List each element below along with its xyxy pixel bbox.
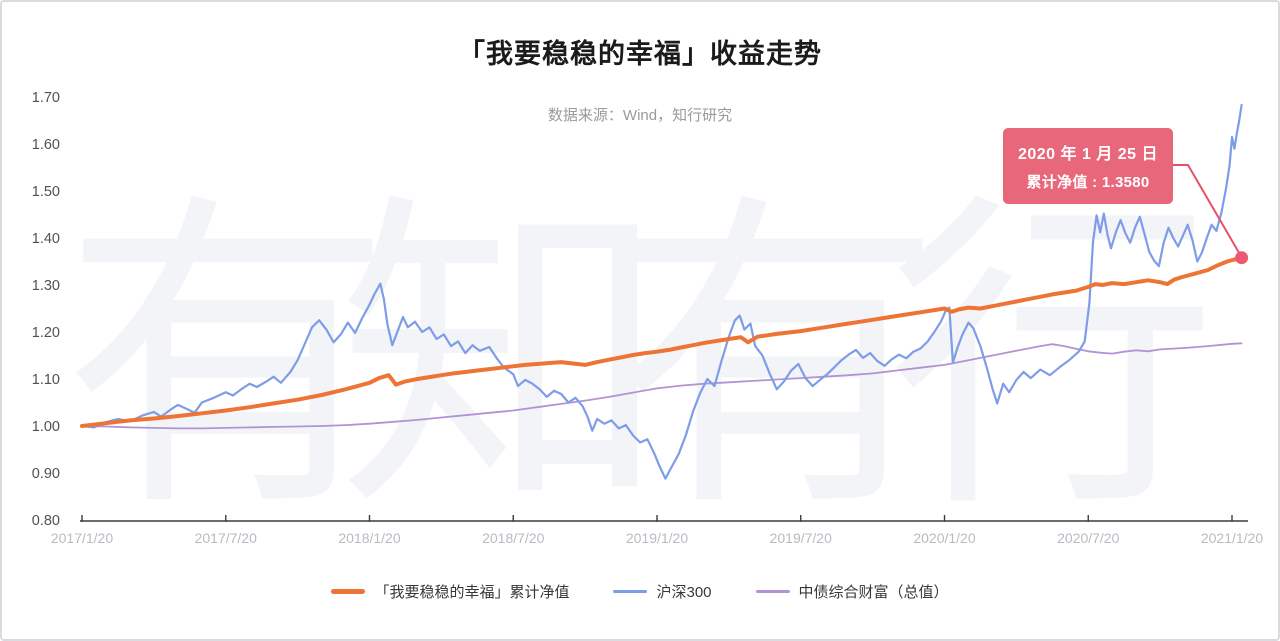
y-axis-label: 0.90 [32,466,60,482]
y-axis-label: 1.70 [32,90,60,106]
series-line-chinabond-wealth [81,342,1243,430]
data-source-note: 数据来源：Wind，知行研究 [547,107,733,124]
x-axis-label: 2018/1/20 [338,530,400,546]
x-axis-label: 2017/7/20 [195,530,257,546]
y-axis-label: 1.60 [32,137,60,153]
x-axis-label: 2021/1/20 [1201,530,1263,546]
legend-item-csi300: 沪深300 [613,581,712,602]
legend-item-wenwen-nav: 「我要稳稳的幸福」累计净值 [331,581,569,602]
x-axis-label: 2020/7/20 [1057,530,1119,546]
x-axis-label: 2020/1/20 [913,530,975,546]
legend-label: 中债综合财富（总值） [798,583,949,601]
x-axis-label: 2019/7/20 [770,530,832,546]
y-axis-label: 1.50 [32,184,60,200]
legend-swatch-csi300 [613,589,648,593]
callout-connector-line [1173,164,1241,255]
y-axis-label: 1.20 [32,325,60,341]
annotation-callout: 2020 年 1 月 25 日 累计净值 : 1.3580 [1003,128,1173,204]
legend-swatch-chinabond [755,589,790,593]
highlight-dot [1235,251,1249,265]
annotation-date: 2020 年 1 月 25 日 [1017,146,1159,163]
y-axis-label: 1.40 [32,231,60,247]
chart-title: 「我要稳稳的幸福」收益走势 [458,39,822,69]
legend-label: 沪深300 [656,583,712,601]
series-line-csi300 [80,103,1243,480]
y-axis-label: 0.80 [32,513,60,529]
y-axis-label: 1.10 [32,372,60,388]
y-axis-label: 1.30 [32,278,60,294]
legend-swatch-wenwen-nav [331,588,366,594]
x-axis-label: 2018/7/20 [482,530,544,546]
legend-label: 「我要稳稳的幸福」累计净值 [374,583,570,601]
series-line-wenwen-nav [80,255,1244,428]
x-axis-label: 2017/1/20 [51,530,113,546]
y-axis-label: 1.00 [32,419,60,435]
legend-item-chinabond: 中债综合财富（总值） [755,581,949,602]
legend: 「我要稳稳的幸福」累计净值 沪深300 中债综合财富（总值） [2,578,1278,604]
x-axis-label: 2019/1/20 [626,530,688,546]
annotation-value: 累计净值 : 1.3580 [1026,174,1150,191]
